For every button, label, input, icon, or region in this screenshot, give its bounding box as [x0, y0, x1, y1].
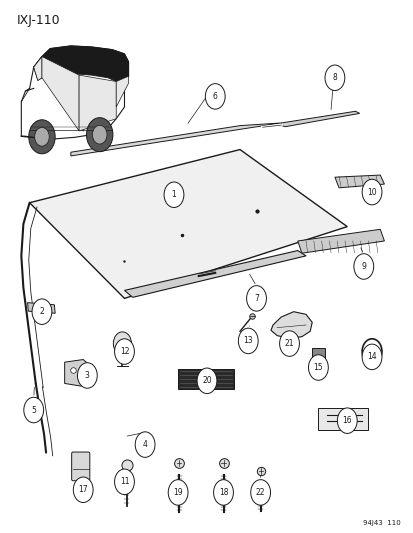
Polygon shape [64, 360, 89, 386]
Text: 6: 6 [212, 92, 217, 101]
Circle shape [246, 286, 266, 311]
Circle shape [135, 432, 154, 457]
Circle shape [238, 328, 258, 354]
Circle shape [114, 339, 134, 365]
Text: 17: 17 [78, 485, 88, 494]
Polygon shape [334, 175, 384, 188]
Text: 16: 16 [342, 416, 351, 425]
Circle shape [205, 84, 225, 109]
Circle shape [77, 363, 97, 388]
Text: 10: 10 [366, 188, 376, 197]
Circle shape [113, 332, 131, 356]
Polygon shape [21, 46, 128, 139]
Text: 14: 14 [366, 352, 376, 361]
Circle shape [35, 127, 49, 146]
Text: 4: 4 [142, 440, 147, 449]
Text: 21: 21 [284, 339, 294, 348]
Circle shape [213, 480, 233, 505]
Circle shape [337, 408, 356, 433]
Text: 1: 1 [171, 190, 176, 199]
Text: 15: 15 [313, 363, 323, 372]
Text: 19: 19 [173, 488, 183, 497]
Circle shape [279, 331, 299, 357]
Text: 12: 12 [119, 347, 129, 356]
Text: 11: 11 [119, 478, 129, 486]
Circle shape [168, 480, 188, 505]
Polygon shape [297, 229, 384, 253]
Polygon shape [178, 368, 233, 389]
Text: 20: 20 [202, 376, 211, 385]
Text: 18: 18 [218, 488, 228, 497]
Text: 8: 8 [332, 73, 337, 82]
Polygon shape [33, 56, 42, 80]
Polygon shape [116, 76, 128, 107]
FancyBboxPatch shape [71, 452, 90, 481]
Text: 22: 22 [255, 488, 265, 497]
Circle shape [92, 125, 107, 144]
Polygon shape [280, 111, 359, 127]
Polygon shape [42, 56, 79, 131]
Circle shape [324, 65, 344, 91]
Circle shape [308, 355, 328, 380]
Circle shape [361, 344, 381, 369]
Polygon shape [79, 75, 116, 131]
Polygon shape [29, 150, 347, 298]
Circle shape [361, 339, 381, 365]
Circle shape [197, 368, 216, 393]
Polygon shape [124, 251, 305, 297]
Polygon shape [270, 312, 311, 338]
Circle shape [114, 469, 134, 495]
Text: 13: 13 [243, 336, 252, 345]
Circle shape [86, 118, 113, 152]
FancyBboxPatch shape [318, 408, 367, 430]
Text: 9: 9 [361, 262, 366, 271]
Circle shape [28, 120, 55, 154]
FancyBboxPatch shape [311, 349, 324, 368]
Text: 94J43  110: 94J43 110 [362, 520, 400, 526]
Text: 5: 5 [31, 406, 36, 415]
Circle shape [361, 179, 381, 205]
Polygon shape [27, 303, 55, 313]
Circle shape [32, 299, 52, 325]
Circle shape [73, 477, 93, 503]
Circle shape [353, 254, 373, 279]
Text: IXJ-110: IXJ-110 [17, 14, 61, 27]
Text: 7: 7 [254, 294, 258, 303]
Polygon shape [33, 46, 128, 83]
Circle shape [164, 182, 183, 207]
Circle shape [250, 480, 270, 505]
Circle shape [24, 397, 43, 423]
Polygon shape [71, 123, 280, 156]
Text: 2: 2 [40, 307, 44, 316]
Text: 3: 3 [85, 371, 90, 380]
